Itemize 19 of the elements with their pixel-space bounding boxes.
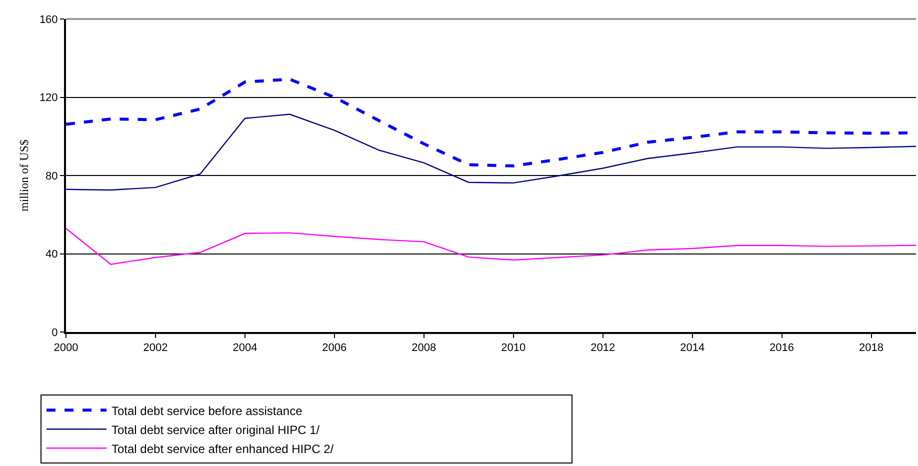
x-tick-label: 2010 <box>501 342 526 354</box>
legend-label: Total debt service after original HIPC 1/ <box>112 422 320 437</box>
x-tick-label: 2012 <box>590 342 616 354</box>
y-tick-label: 120 <box>39 92 58 104</box>
x-tick-label: 2002 <box>143 342 168 354</box>
x-tick-label: 2006 <box>322 342 347 354</box>
legend-label: Total debt service before assistance <box>112 404 303 418</box>
x-tick-label: 2004 <box>232 342 258 354</box>
x-tick-label: 2018 <box>859 342 884 354</box>
y-axis-title: million of US$ <box>17 139 32 212</box>
y-tick-label: 40 <box>46 248 58 261</box>
x-tick-label: 2014 <box>680 342 705 354</box>
x-tick-label: 2000 <box>54 342 78 354</box>
y-tick-label: 0 <box>52 326 58 339</box>
y-tick-label: 160 <box>39 14 58 26</box>
y-tick-label: 80 <box>46 170 58 182</box>
x-tick-label: 2008 <box>412 342 436 354</box>
legend-label: Total debt service after enhanced HIPC 2/ <box>112 442 334 456</box>
x-tick-label: 2016 <box>770 342 794 354</box>
